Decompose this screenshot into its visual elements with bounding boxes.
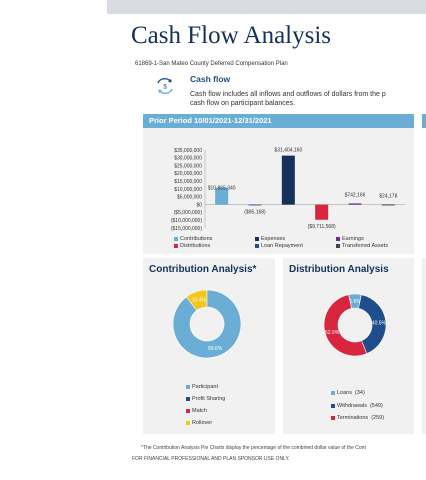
legend-swatch	[186, 397, 190, 401]
legend-label: Profit Sharing	[192, 396, 226, 402]
next-panel-strip	[422, 114, 426, 128]
cash-flow-heading: Cash flow	[190, 74, 231, 84]
slice-withdrawals	[358, 294, 387, 355]
legend-label: Transferred Assets	[342, 243, 388, 249]
legend-swatch	[186, 409, 190, 413]
bar-data-label: $10,865,340	[208, 186, 236, 192]
legend-label: Distributions	[180, 243, 211, 249]
cash-flow-cycle-icon: $	[157, 77, 173, 95]
legend-label: Rollover	[192, 420, 213, 426]
legend-item: Distributions	[174, 243, 210, 249]
bar-expenses	[281, 155, 295, 205]
slice-pct-label: 52.9%	[325, 330, 340, 336]
legend-item: Expenses	[255, 236, 285, 242]
legend-count: (34)	[355, 390, 365, 396]
legend-label: Loans	[337, 390, 352, 396]
legend-item: Rollover	[186, 420, 212, 426]
bar-distributions	[248, 204, 262, 206]
y-tick-label: ($15,000,000)	[171, 226, 202, 232]
y-tick-label: $15,000,000	[174, 179, 202, 185]
legend-swatch	[331, 416, 335, 420]
legend-swatch	[331, 391, 335, 395]
legend-label: Contributions	[180, 236, 213, 242]
y-tick-label: $35,000,000	[174, 148, 202, 154]
legend-swatch	[336, 244, 340, 248]
period-bar: Prior Period 10/01/2021-12/31/2021	[143, 114, 414, 128]
page-title: Cash Flow Analysis	[131, 22, 332, 49]
legend-item: Loan Repayment	[255, 243, 303, 249]
bar-data-label: $742,166	[345, 192, 366, 198]
legend-item: Earnings	[336, 236, 364, 242]
contribution-donut-chart: 10.4% 89.6%	[172, 289, 242, 359]
bar-data-label: ($9,711,568)	[308, 224, 336, 230]
cash-flow-description-line2: cash flow on participant balances.	[190, 100, 296, 107]
legend-label: Earnings	[342, 236, 364, 242]
bar-loan-repayment	[315, 204, 329, 220]
legend-count: (259)	[371, 415, 385, 421]
bar-data-label: ($95,168)	[244, 210, 266, 216]
y-tick-label: ($5,000,000)	[174, 210, 203, 216]
slice-participant	[172, 289, 242, 359]
legend-swatch	[174, 244, 178, 248]
bar-data-label: $24,178	[379, 194, 397, 200]
y-tick-label: $30,000,000	[174, 156, 202, 162]
legend-swatch	[186, 385, 190, 389]
bar-transferred-assets	[381, 204, 395, 206]
y-tick-label: $10,000,000	[174, 187, 202, 193]
y-tick-label: $20,000,000	[174, 171, 202, 177]
distribution-analysis-panel: Distribution Analysis 6.6% 40.5% 52.9% Loa…	[283, 258, 414, 434]
svg-text:$: $	[163, 85, 167, 91]
top-header-bar	[107, 0, 426, 14]
legend-item: Loans (34)	[331, 390, 365, 396]
legend-swatch	[255, 244, 259, 248]
period-label: Prior Period 10/01/2021-12/31/2021	[149, 116, 272, 125]
legend-item: Withdrawals (549)	[331, 403, 383, 409]
distribution-analysis-title: Distribution Analysis	[289, 264, 389, 275]
cash-flow-bar-chart: $35,000,000 $30,000,000$25,000,000 $20,000…	[171, 148, 405, 232]
slice-pct-label: 10.4%	[192, 298, 207, 304]
y-tick-label: $25,000,000	[174, 163, 202, 169]
legend-swatch	[174, 237, 178, 241]
legend-item: Participant	[186, 384, 218, 390]
footnote: *The Contribution Analysis Pie Charts di…	[141, 445, 366, 451]
distribution-donut-chart: 6.6% 40.5% 52.9%	[323, 293, 387, 357]
cash-flow-description-line1: Cash flow includes all inflows and outfl…	[190, 91, 386, 98]
legend-item: Profit Sharing	[186, 396, 225, 402]
bar-earnings	[348, 203, 362, 205]
cash-flow-chart-panel: $35,000,000 $30,000,000 $25,000,000 $20,000…	[143, 128, 414, 254]
legend-item: Match	[186, 408, 207, 414]
legend-label: Expenses	[261, 236, 286, 242]
legend-label: Terminations	[337, 415, 369, 421]
cash-flow-description: Cash flow includes all inflows and outfl…	[190, 90, 426, 108]
legend-item: Terminations (259)	[331, 415, 384, 421]
legend-swatch	[186, 421, 190, 425]
legend-label: Match	[192, 408, 207, 414]
legend-swatch	[336, 237, 340, 241]
slice-pct-label: 89.6%	[208, 346, 223, 352]
slice-terminations	[323, 294, 368, 357]
bar-data-label: $31,404,160	[274, 148, 302, 154]
legend-label: Loan Repayment	[261, 243, 303, 249]
legend-swatch	[255, 237, 259, 241]
footer-disclaimer: FOR FINANCIAL PROFESSIONAL AND PLAN SPON…	[132, 456, 290, 462]
y-tick-label: $5,000,000	[177, 195, 202, 201]
slice-pct-label: 40.5%	[372, 321, 387, 327]
legend-item: Transferred Assets	[336, 243, 388, 249]
y-tick-label: $0	[196, 202, 202, 208]
bar-contributions	[215, 187, 229, 205]
legend-label: Participant	[192, 384, 218, 390]
legend-swatch	[331, 403, 335, 408]
plan-name: 61869-1-San Mateo County Deferred Compen…	[135, 61, 288, 67]
slice-pct-label: 6.6%	[349, 299, 361, 305]
legend-item: Contributions	[174, 236, 212, 242]
y-tick-label: ($10,000,000)	[171, 218, 202, 224]
legend-label: Withdrawals	[337, 402, 367, 409]
contribution-analysis-panel: Contribution Analysis* 10.4% 89.6% Partic…	[143, 258, 275, 434]
contribution-analysis-title: Contribution Analysis*	[149, 264, 257, 275]
next-panel-strip-lower	[422, 258, 426, 434]
legend-count: (549)	[369, 402, 383, 409]
